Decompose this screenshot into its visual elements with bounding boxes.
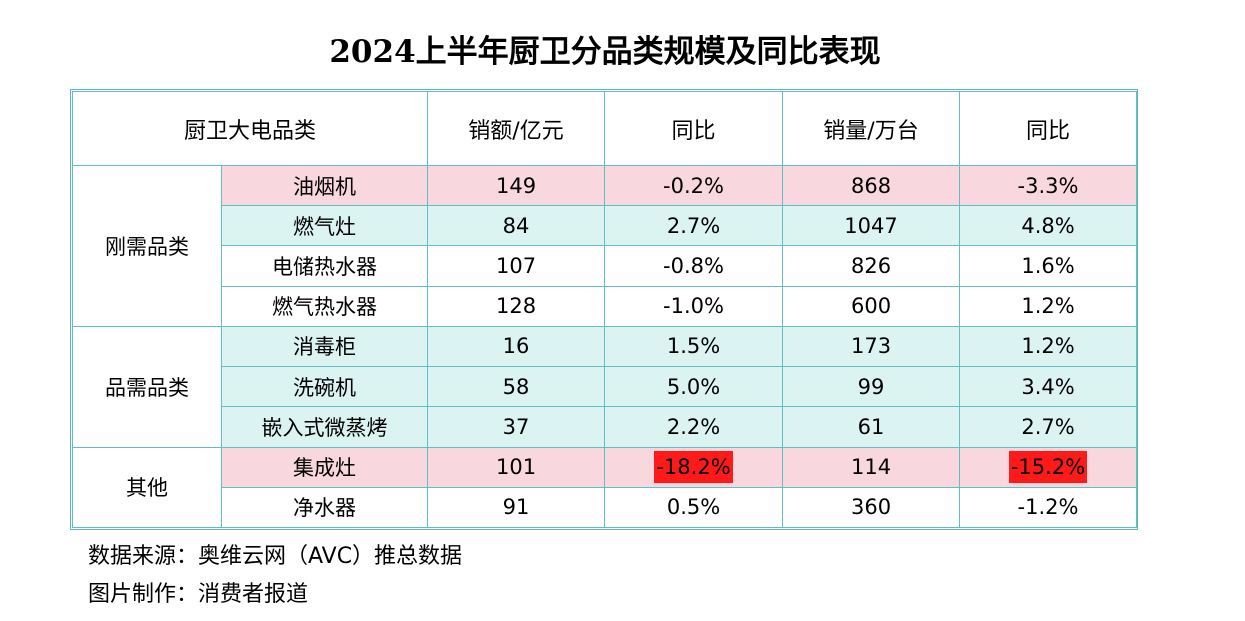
table-frame bbox=[70, 89, 1138, 530]
row-volume-yoy: -1.2% bbox=[959, 486, 1138, 529]
table-row: 燃气热水器 128 -1.0% 600 1.2% bbox=[73, 285, 1138, 327]
row-category: 消毒柜 bbox=[220, 325, 429, 368]
highlighted-value: -15.2% bbox=[1008, 451, 1088, 484]
header-category: 厨卫大电品类 bbox=[71, 91, 429, 166]
table-row: 洗碗机 58 5.0% 99 3.4% bbox=[73, 366, 1138, 408]
row-sales: 91 bbox=[427, 486, 606, 529]
row-volume: 61 bbox=[782, 406, 961, 448]
row-sales-yoy: -0.8% bbox=[604, 245, 784, 287]
table-body: 刚需品类 油烟机 149 -0.2% 868 -3.3% 燃气灶 84 2.7% 1047 4.8%… bbox=[72, 164, 1138, 529]
row-volume: 826 bbox=[782, 245, 961, 287]
row-sales: 149 bbox=[427, 164, 606, 207]
row-category: 燃气灶 bbox=[220, 205, 429, 247]
row-sales: 101 bbox=[427, 446, 606, 488]
row-sales: 58 bbox=[427, 366, 606, 408]
row-sales: 107 bbox=[427, 245, 606, 287]
chart-title: 2024上半年厨卫分品类规模及同比表现 bbox=[329, 34, 881, 70]
table-row: 其他 集成灶 101 -18.2% 114 -15.2% bbox=[72, 446, 1138, 529]
row-sales: 16 bbox=[427, 325, 606, 368]
row-sales-yoy: 1.5% bbox=[604, 325, 784, 368]
table-row: 电储热水器 107 -0.8% 826 1.6% bbox=[73, 245, 1138, 287]
row-category: 嵌入式微蒸烤 bbox=[220, 406, 429, 448]
row-volume-yoy: 1.2% bbox=[959, 325, 1138, 368]
row-volume-yoy: 2.7% bbox=[959, 406, 1138, 448]
row-volume: 360 bbox=[782, 486, 961, 529]
row-volume-yoy: -3.3% bbox=[959, 164, 1138, 207]
row-volume: 868 bbox=[782, 164, 961, 207]
row-sales-yoy: -0.2% bbox=[604, 164, 784, 207]
row-sales: 128 bbox=[427, 285, 606, 327]
group-label: 其他 bbox=[72, 446, 222, 529]
row-volume-yoy: 1.2% bbox=[959, 285, 1138, 327]
row-volume-yoy: -15.2% bbox=[959, 446, 1138, 488]
table-row: 燃气灶 84 2.7% 1047 4.8% bbox=[73, 205, 1138, 247]
table-row: 品需品类 消毒柜 16 1.5% 173 1.2% bbox=[72, 325, 1138, 448]
row-volume: 1047 bbox=[782, 205, 961, 247]
maker-note: 图片制作：消费者报道 bbox=[88, 582, 309, 607]
table-row: 净水器 91 0.5% 360 -1.2% bbox=[73, 486, 1138, 529]
row-category: 燃气热水器 bbox=[220, 285, 429, 327]
row-volume: 114 bbox=[782, 446, 961, 488]
row-sales-yoy: 5.0% bbox=[604, 366, 784, 408]
row-category: 油烟机 bbox=[220, 164, 429, 207]
header-volume-yoy: 同比 bbox=[959, 91, 1138, 166]
group-label: 品需品类 bbox=[72, 325, 222, 448]
row-sales: 37 bbox=[427, 406, 606, 448]
row-sales-yoy: -18.2% bbox=[604, 446, 784, 488]
table-row: 嵌入式微蒸烤 37 2.2% 61 2.7% bbox=[73, 406, 1138, 448]
source-note: 数据来源：奥维云网（AVC）推总数据 bbox=[88, 544, 463, 569]
header-sales-yoy: 同比 bbox=[604, 91, 784, 166]
data-table: 厨卫大电品类 销额/亿元 同比 销量/万台 同比 刚需品类 油烟机 149 -0.2%… bbox=[71, 91, 1138, 529]
row-sales: 84 bbox=[427, 205, 606, 247]
row-category: 集成灶 bbox=[220, 446, 429, 488]
header-volume: 销量/万台 bbox=[782, 91, 961, 166]
row-sales-yoy: -1.0% bbox=[604, 285, 784, 327]
row-volume: 173 bbox=[782, 325, 961, 368]
group-label: 刚需品类 bbox=[72, 165, 222, 327]
header-sales: 销额/亿元 bbox=[427, 91, 606, 166]
row-volume-yoy: 4.8% bbox=[959, 205, 1138, 247]
row-category: 净水器 bbox=[220, 486, 429, 529]
row-category: 电储热水器 bbox=[220, 245, 429, 287]
row-category: 洗碗机 bbox=[220, 366, 429, 408]
row-volume: 600 bbox=[782, 285, 961, 327]
row-sales-yoy: 2.7% bbox=[604, 205, 784, 247]
row-volume: 99 bbox=[782, 366, 961, 408]
header-row: 厨卫大电品类 销额/亿元 同比 销量/万台 同比 bbox=[71, 91, 1138, 166]
row-volume-yoy: 1.6% bbox=[959, 245, 1138, 287]
highlighted-value: -18.2% bbox=[654, 451, 733, 484]
row-sales-yoy: 0.5% bbox=[604, 486, 784, 529]
row-sales-yoy: 2.2% bbox=[604, 406, 784, 448]
row-volume-yoy: 3.4% bbox=[959, 366, 1138, 408]
table-row: 刚需品类 油烟机 149 -0.2% 868 -3.3% bbox=[72, 164, 1138, 327]
